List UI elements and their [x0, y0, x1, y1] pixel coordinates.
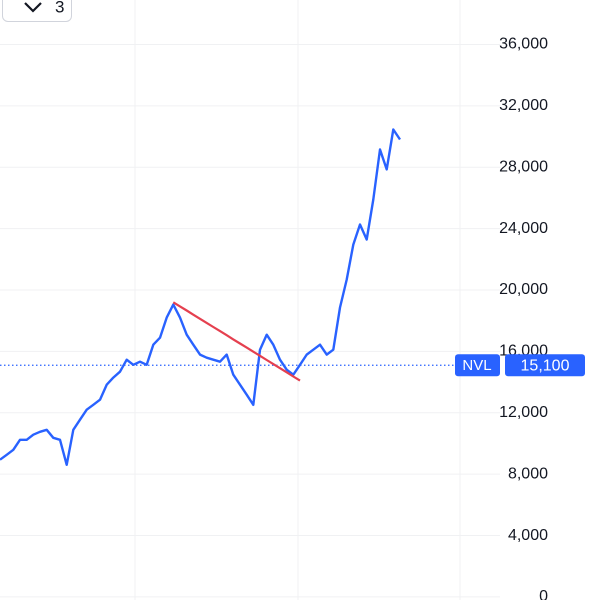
- trend-line: [172, 301, 301, 382]
- y-tick-label: 24,000: [499, 220, 548, 237]
- y-tick-label: 32,000: [499, 97, 548, 114]
- ticker-tag: [455, 354, 500, 377]
- y-tick-label: 28,000: [499, 158, 548, 175]
- toggle-icon: 3: [24, 0, 64, 16]
- y-tick-label: 12,000: [499, 404, 548, 421]
- price-line: [0, 128, 401, 466]
- ticker-label: NVL: [462, 357, 491, 374]
- chevron: [24, 2, 42, 13]
- indicator-count: 3: [55, 0, 64, 16]
- price-label: 15,100: [521, 357, 570, 374]
- y-tick-label: 4,000: [508, 527, 548, 544]
- y-tick-label: 36,000: [499, 36, 548, 53]
- y-tick-label: 20,000: [499, 281, 548, 298]
- y-tick-label: 0: [539, 588, 548, 600]
- indicator-toggle[interactable]: 3: [2, 0, 72, 22]
- price-tag: [505, 354, 585, 377]
- y-tick-label: 8,000: [508, 465, 548, 482]
